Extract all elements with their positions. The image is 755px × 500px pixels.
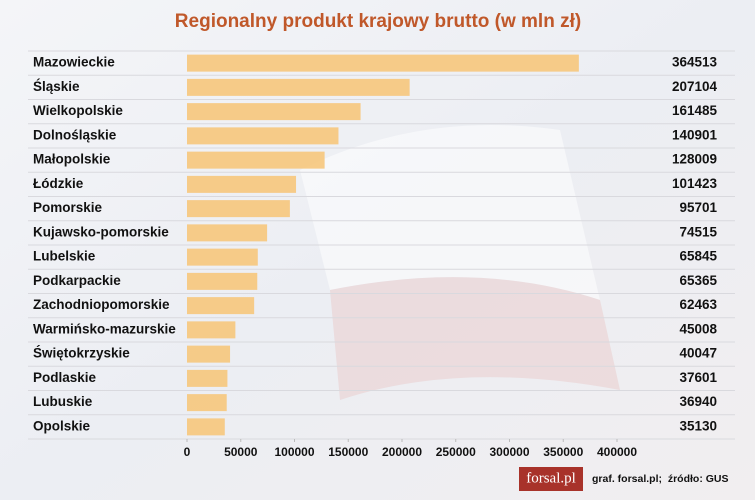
value-label: 128009: [672, 152, 717, 167]
category-label: Podkarpackie: [33, 273, 121, 288]
bar: [187, 224, 268, 242]
value-label: 62463: [679, 297, 717, 312]
category-label: Małopolskie: [33, 152, 111, 167]
bar: [187, 394, 227, 412]
category-label: Pomorskie: [33, 200, 103, 215]
value-label: 65845: [679, 249, 717, 264]
category-label: Lubelskie: [33, 249, 96, 264]
bar: [187, 78, 410, 96]
chart-title: Regionalny produkt krajowy brutto (w mln…: [175, 11, 581, 32]
category-label: Lubuskie: [33, 394, 93, 409]
category-label: Wielkopolskie: [33, 103, 123, 118]
category-label: Opolskie: [33, 418, 91, 433]
category-label: Świętokrzyskie: [33, 346, 130, 361]
bar: [187, 297, 255, 315]
x-tick-label: 100000: [274, 445, 314, 459]
bar: [187, 127, 339, 145]
bar: [187, 54, 579, 72]
value-label: 45008: [679, 321, 717, 336]
value-label: 101423: [672, 176, 718, 191]
x-tick-label: 250000: [436, 445, 476, 459]
x-tick-label: 400000: [597, 445, 637, 459]
bar: [187, 200, 290, 218]
category-label: Dolnośląskie: [33, 127, 117, 142]
value-label: 65365: [679, 273, 717, 288]
logo-box: [519, 467, 583, 491]
x-tick-label: 300000: [489, 445, 529, 459]
bar: [187, 151, 325, 169]
x-tick-label: 50000: [224, 445, 258, 459]
bar: [187, 175, 297, 193]
category-label: Mazowieckie: [33, 55, 115, 70]
category-label: Kujawsko-pomorskie: [33, 224, 169, 239]
bar: [187, 418, 225, 436]
category-label: Śląskie: [33, 79, 80, 94]
value-label: 40047: [679, 346, 717, 361]
value-label: 95701: [679, 200, 717, 215]
value-label: 207104: [672, 79, 718, 94]
bar: [187, 103, 361, 121]
bar: [187, 272, 258, 290]
flag-white: [300, 125, 600, 300]
value-label: 364513: [672, 55, 718, 70]
flag-red: [330, 277, 620, 400]
x-tick-label: 150000: [328, 445, 368, 459]
category-label: Łódzkie: [33, 176, 84, 191]
bar: [187, 369, 228, 387]
value-label: 161485: [672, 103, 718, 118]
x-tick-label: 350000: [543, 445, 583, 459]
category-label: Warmińsko-mazurskie: [33, 321, 176, 336]
value-label: 140901: [672, 127, 718, 142]
value-label: 37601: [679, 370, 717, 385]
logo: forsal.pl: [526, 470, 576, 486]
value-label: 35130: [679, 418, 717, 433]
x-tick-label: 0: [184, 445, 191, 459]
bar: [187, 248, 258, 266]
source: graf. forsal.pl; źródło: GUS: [592, 473, 729, 485]
bar: [187, 345, 231, 363]
category-label: Podlaskie: [33, 370, 97, 385]
category-label: Zachodniopomorskie: [33, 297, 170, 312]
value-label: 74515: [679, 224, 717, 239]
x-tick-label: 200000: [382, 445, 422, 459]
bar: [187, 321, 236, 339]
value-label: 36940: [679, 394, 717, 409]
